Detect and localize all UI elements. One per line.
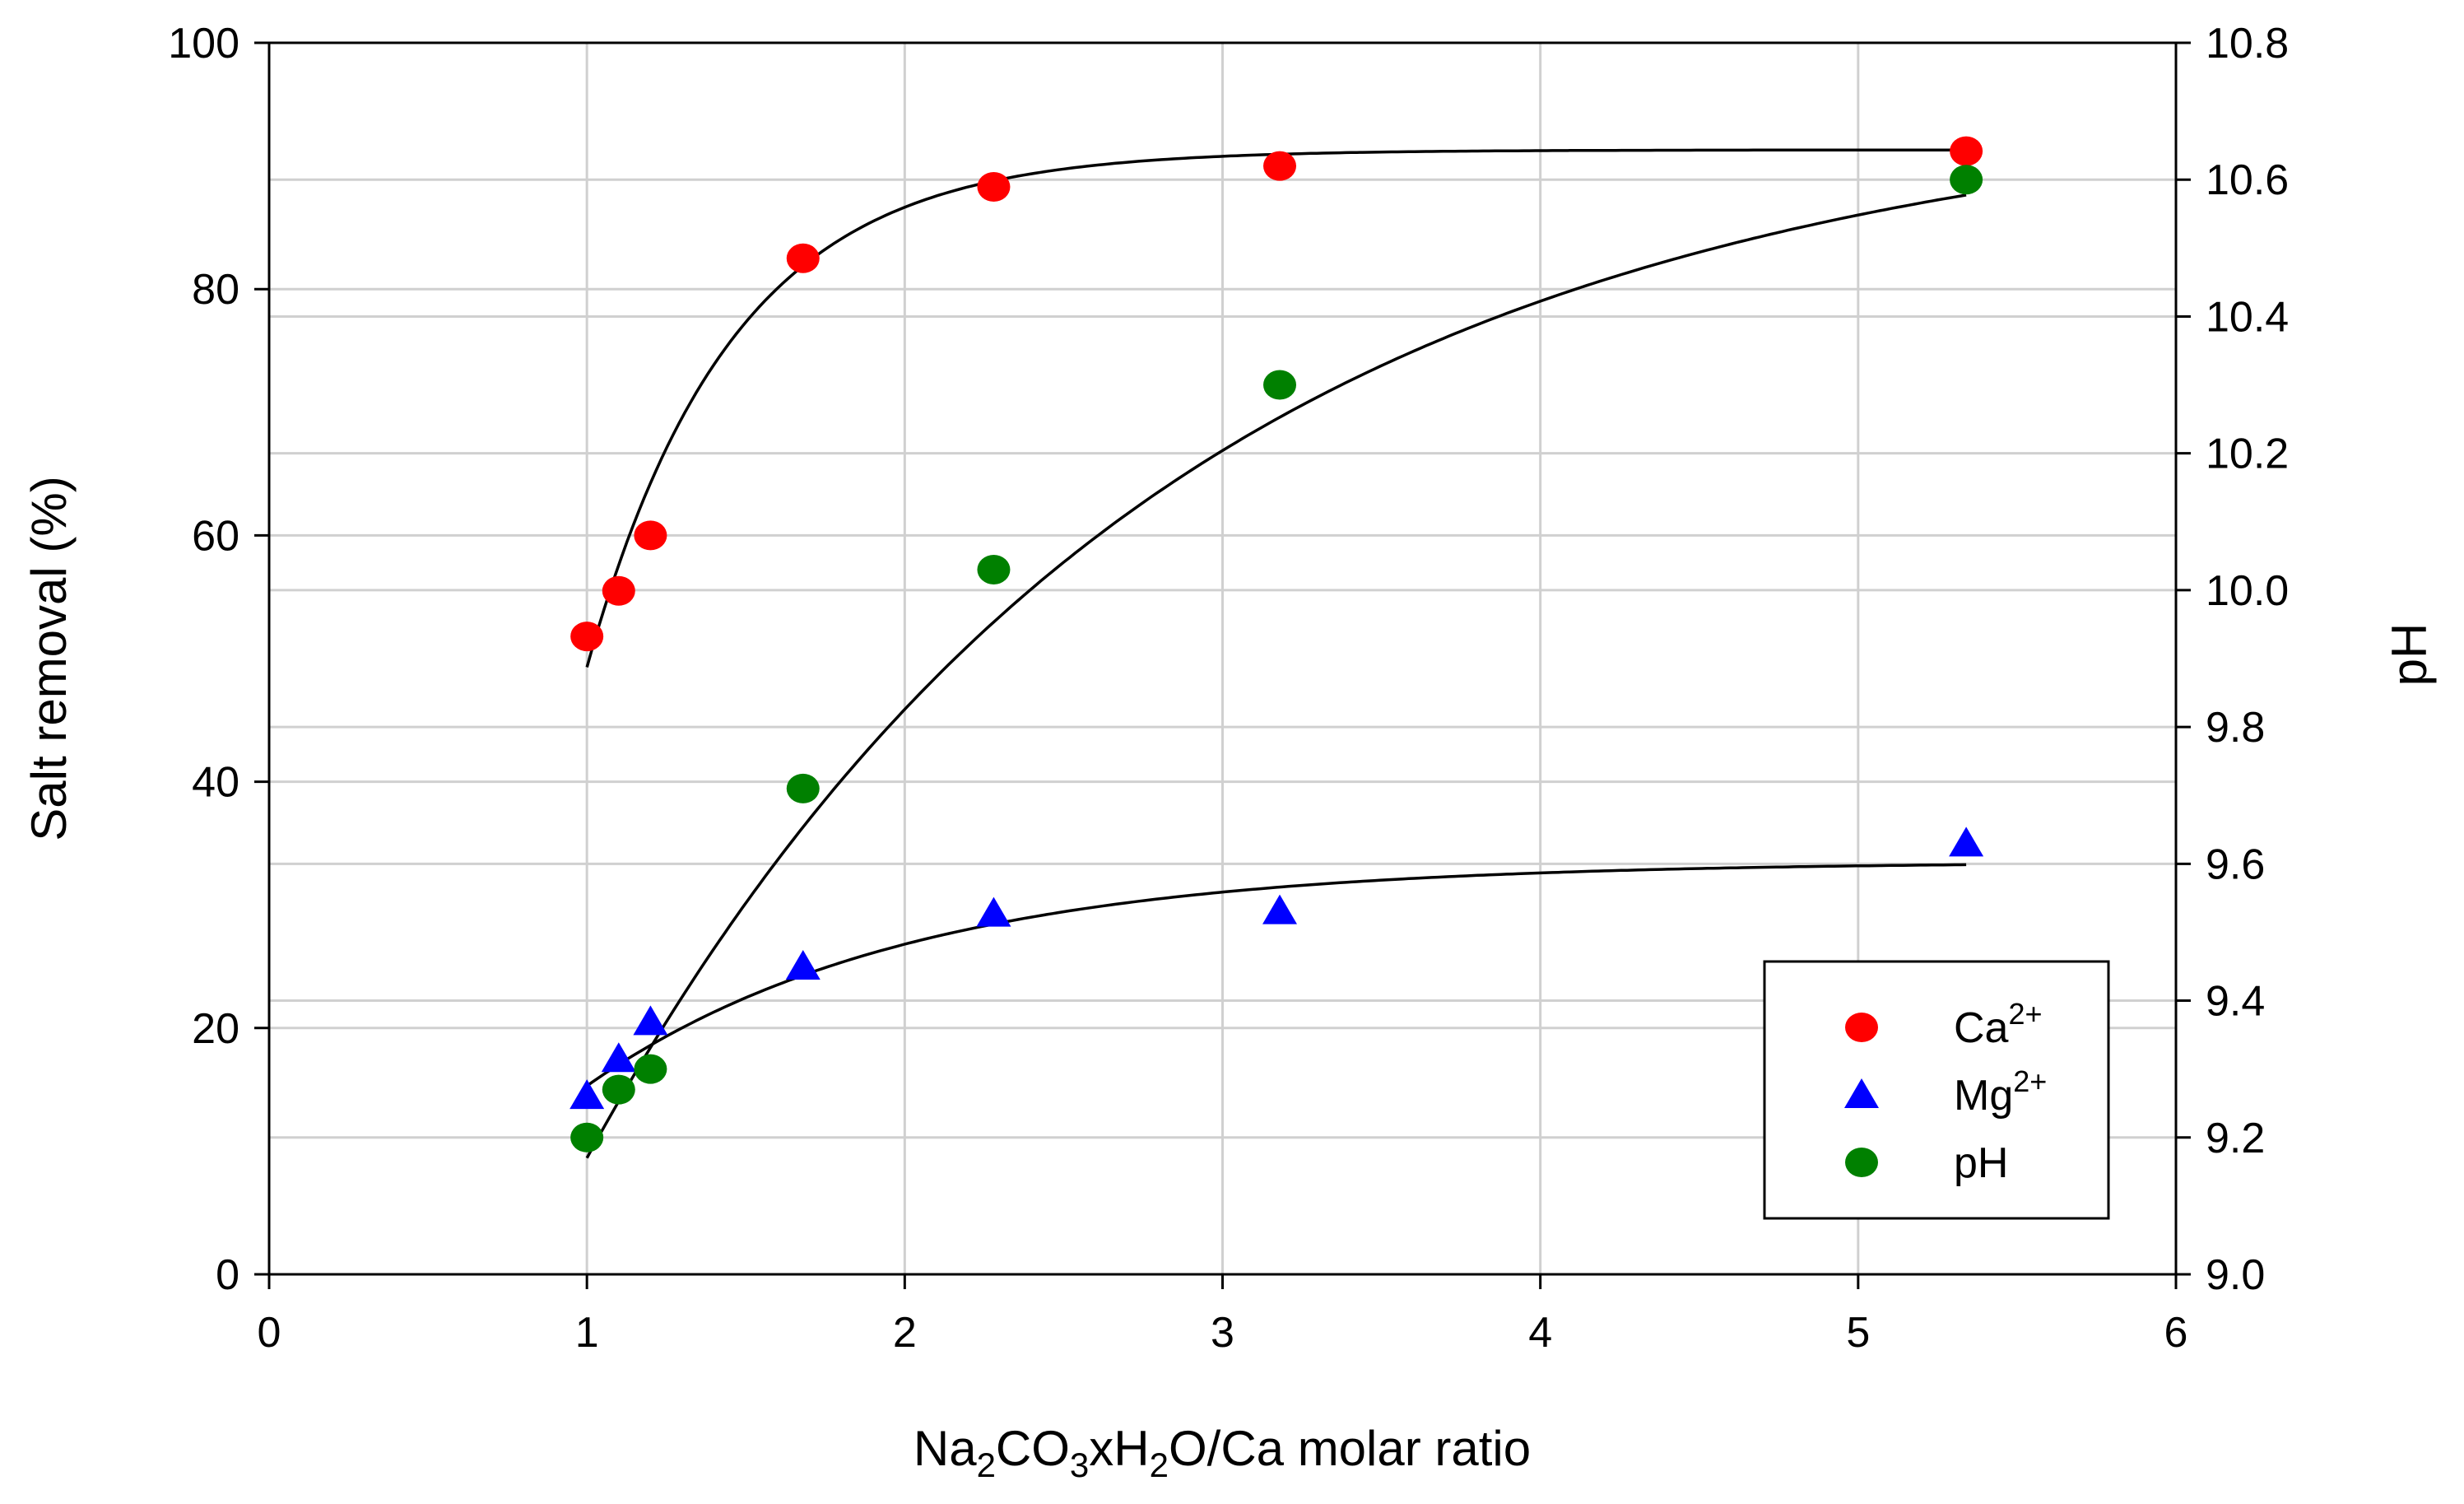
y2-tick-label: 10.6	[2206, 156, 2289, 204]
x-title-subscript: 2	[977, 1446, 996, 1484]
point-mg	[601, 1042, 636, 1073]
x-tick-label: 0	[258, 1309, 281, 1357]
fit-curve-mg	[586, 863, 1967, 1087]
fit-curve-ph	[585, 193, 1967, 1159]
x-tick-label: 3	[1211, 1309, 1234, 1357]
y2-tick-label: 10.4	[2206, 293, 2289, 341]
legend-label-ca: Ca2+	[1954, 997, 2043, 1052]
x-tick-label: 5	[1846, 1309, 1870, 1357]
y-axis-title: Salt removal (%)	[21, 476, 77, 840]
point-ca	[1263, 151, 1297, 181]
point-ca	[634, 520, 667, 551]
point-ph	[570, 1122, 604, 1152]
point-mg	[785, 950, 821, 980]
legend-label-mg: Mg2+	[1954, 1064, 2047, 1120]
legend: Ca2+ Mg2+ pH	[1763, 960, 2110, 1220]
point-ca	[977, 172, 1011, 203]
legend-label-ph: pH	[1954, 1139, 2008, 1187]
x-axis-title: Na2CO3xH2O/Ca molar ratio	[914, 1421, 1531, 1484]
y2-tick-label: 9.0	[2206, 1251, 2265, 1299]
point-ph	[1263, 370, 1297, 400]
point-ph	[786, 773, 820, 803]
legend-items: Ca2+ Mg2+ pH	[1844, 997, 2047, 1187]
legend-box	[1763, 960, 2110, 1220]
y-tick-label: 80	[192, 266, 239, 314]
y-tick-label: 100	[168, 20, 239, 68]
point-ph	[634, 1054, 667, 1084]
point-ca	[570, 622, 604, 652]
point-mg	[633, 1005, 668, 1036]
y2-axis-ticks: 9.0 9.2 9.4 9.6 9.8 10.0 10.2 10.4 10.6 10.8	[2176, 20, 2289, 1299]
point-ph	[602, 1074, 635, 1105]
point-mg	[1262, 894, 1298, 924]
x-title-part: Na	[914, 1421, 977, 1476]
point-mg	[976, 896, 1011, 927]
x-tick-label: 2	[893, 1309, 917, 1357]
y2-tick-label: 10.8	[2206, 20, 2289, 68]
point-ph	[1950, 165, 1983, 195]
y2-tick-label: 10.2	[2206, 431, 2289, 478]
y2-tick-label: 10.0	[2206, 567, 2289, 615]
y-axis-ticks: 0 20 40 60 80 100	[168, 20, 269, 1299]
point-mg	[1949, 827, 1984, 857]
y-tick-label: 40	[192, 759, 239, 807]
x-title-subscript: 2	[1150, 1446, 1169, 1484]
data-points	[570, 136, 1984, 1152]
legend-marker-ca	[1845, 1013, 1878, 1042]
point-ph	[977, 554, 1011, 584]
x-title-part: O/Ca molar ratio	[1169, 1421, 1531, 1476]
y-tick-label: 20	[192, 1005, 239, 1053]
point-mg	[570, 1079, 605, 1110]
x-tick-label: 4	[1528, 1309, 1552, 1357]
point-ca	[602, 575, 635, 606]
y2-tick-label: 9.8	[2206, 704, 2265, 752]
y2-tick-label: 9.4	[2206, 978, 2265, 1026]
x-title-part: CO	[996, 1421, 1070, 1476]
x-title-part: xH	[1089, 1421, 1149, 1476]
y-tick-label: 0	[216, 1251, 239, 1299]
x-axis-ticks: 0 1 2 3 4 5 6	[258, 1274, 2188, 1357]
y-tick-label: 60	[192, 512, 239, 560]
legend-marker-ph	[1845, 1148, 1878, 1177]
point-ca	[1950, 136, 1983, 166]
grid-layer	[269, 43, 2176, 1274]
y2-axis-title: pH	[2382, 623, 2437, 687]
point-ca	[786, 243, 820, 273]
x-tick-label: 6	[2164, 1309, 2188, 1357]
y2-tick-label: 9.6	[2206, 840, 2265, 888]
y2-tick-label: 9.2	[2206, 1115, 2265, 1162]
x-tick-label: 1	[575, 1309, 599, 1357]
legend-marker-mg	[1844, 1078, 1879, 1108]
x-title-subscript: 3	[1070, 1446, 1089, 1484]
